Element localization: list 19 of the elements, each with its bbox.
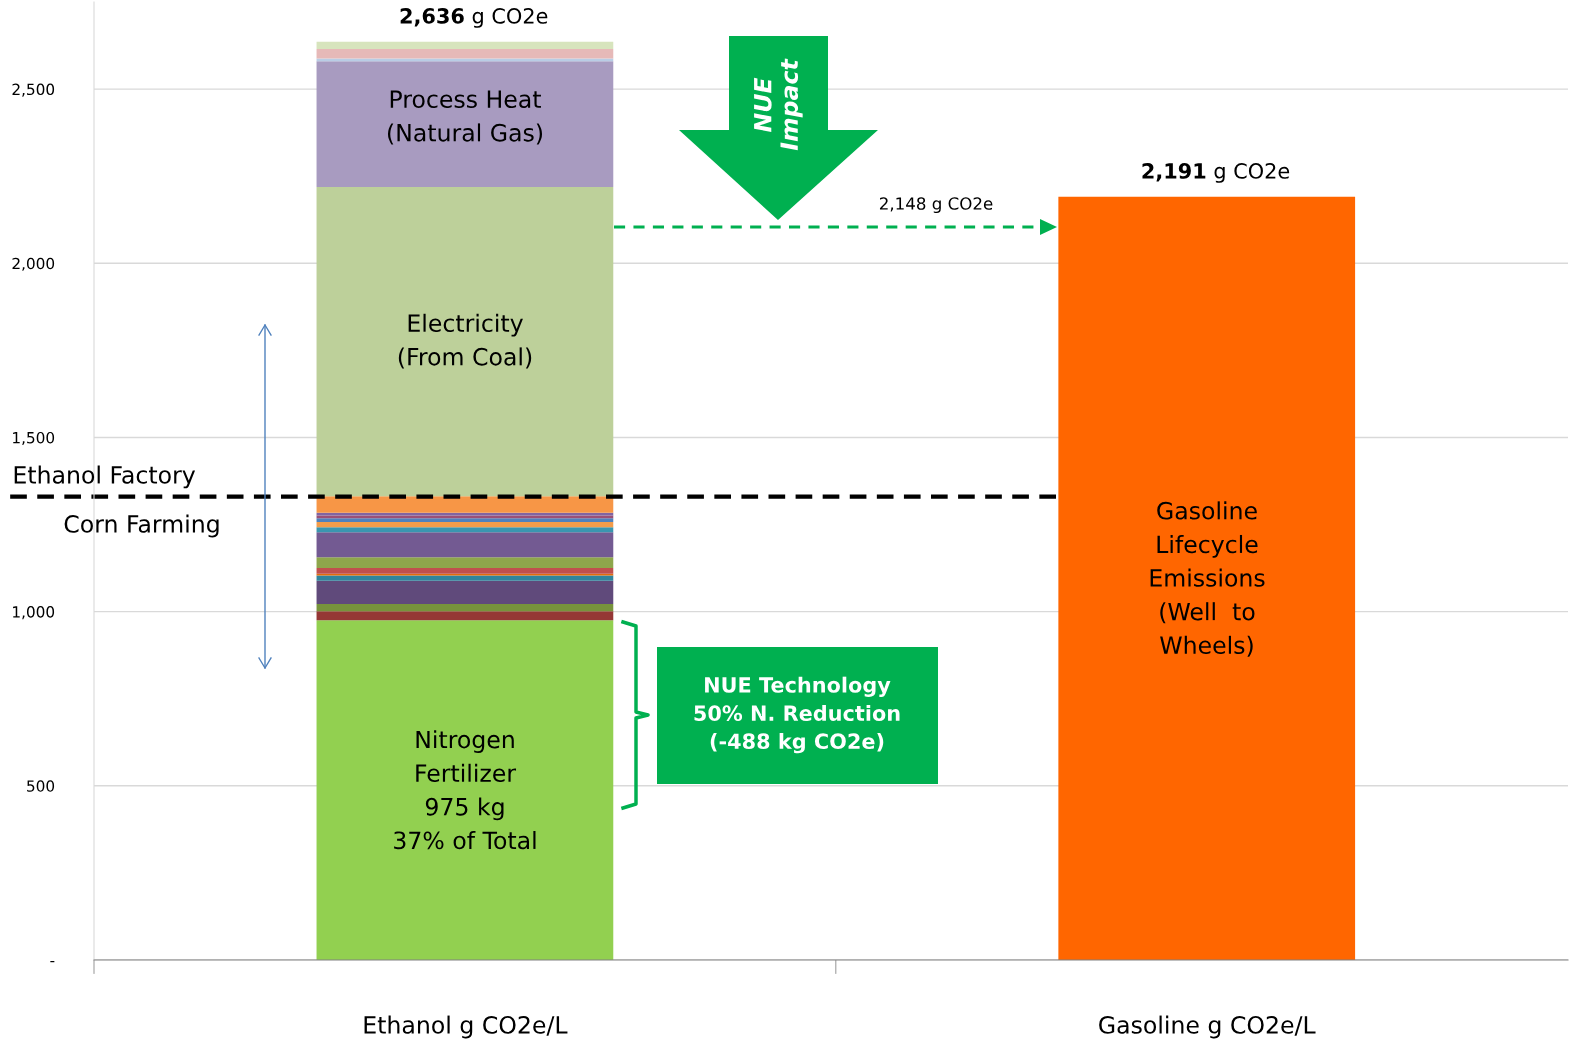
- x-tick-label: Ethanol g CO2e/L: [364, 1015, 568, 1039]
- annotation: Gasoline Lifecycle Emissions (Well to Wheels): [1150, 501, 1265, 657]
- x-tick-label: Gasoline g CO2e/L: [1099, 1015, 1316, 1039]
- annotation: NUE Technology 50% N. Reduction (-488 kg CO2e): [694, 676, 900, 754]
- annotation: 2,148 g CO2e: [879, 197, 993, 214]
- annotation: Process Heat (Natural Gas): [387, 90, 543, 145]
- annotation: NUE Impact: [754, 58, 803, 151]
- annotation: Electricity (From Coal): [398, 313, 532, 369]
- y-tick-label: 1,000: [13, 606, 55, 620]
- ref-line-label: Ethanol Factory: [14, 465, 196, 489]
- y-tick-label: 1,500: [13, 431, 55, 446]
- y-tick-label: -: [50, 961, 55, 963]
- y-tick-label: 500: [27, 780, 55, 792]
- y-tick-label: 2,000: [12, 257, 55, 271]
- total-label: 2,191 g CO2e: [1142, 163, 1290, 183]
- annotation: Corn Farming: [64, 514, 219, 538]
- y-tick-label: 2,500: [12, 83, 55, 97]
- total-label: 2,636 g CO2e: [400, 8, 548, 28]
- annotation: Nitrogen Fertilizer 975 kg 37% of Total: [394, 730, 536, 850]
